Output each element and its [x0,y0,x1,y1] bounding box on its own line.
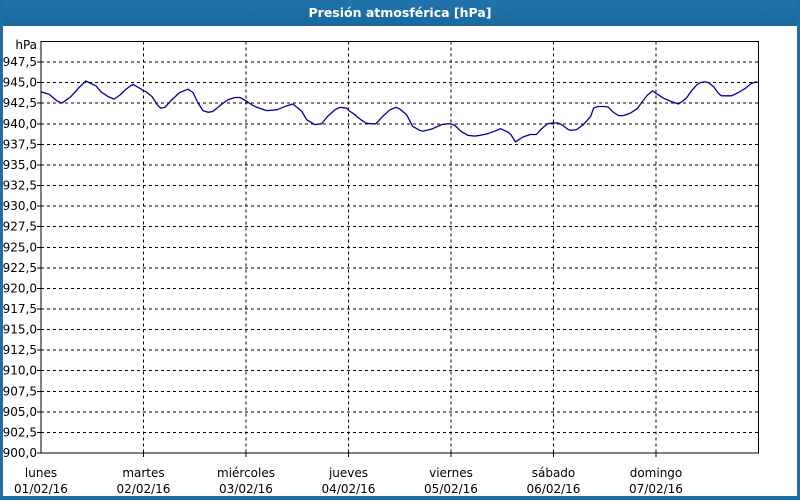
y-tick-label: 930,0 [3,199,37,213]
y-tick-label: 900,0 [3,446,37,460]
y-tick-label: 910,0 [3,364,37,378]
y-tick-label: 920,0 [3,281,37,295]
chart-title: Presión atmosférica [hPa] [308,5,492,20]
y-tick-label: 942,5 [3,96,37,110]
y-tick-label: 915,0 [3,323,37,337]
y-tick-label: 940,0 [3,117,37,131]
x-date-label: 05/02/16 [424,482,478,496]
y-tick-label: 912,5 [3,343,37,357]
x-date-label: 02/02/16 [117,482,171,496]
x-date-label: 04/02/16 [322,482,376,496]
x-day-label: viernes [429,466,473,480]
y-tick-label: 945,0 [3,76,37,90]
title-bar: Presión atmosférica [hPa] [3,0,797,26]
y-tick-label: 935,0 [3,158,37,172]
x-day-label: martes [122,466,164,480]
x-day-label: lunes [25,466,57,480]
y-tick-label: 905,0 [3,405,37,419]
x-date-label: 06/02/16 [527,482,581,496]
x-date-label: 03/02/16 [219,482,273,496]
y-tick-label: 932,5 [3,179,37,193]
y-tick-label: 917,5 [3,302,37,316]
x-date-label: 07/02/16 [629,482,683,496]
x-day-label: jueves [328,466,368,480]
y-tick-label: 902,5 [3,425,37,439]
plot-border [40,41,759,454]
y-tick-label: 925,0 [3,240,37,254]
y-tick-label: 907,5 [3,384,37,398]
x-date-label: 01/02/16 [14,482,68,496]
y-tick-label: 927,5 [3,220,37,234]
pressure-line [40,80,758,143]
y-tick-label: 922,5 [3,261,37,275]
x-day-label: sábado [532,466,576,480]
y-axis-unit-label: hPa [15,38,37,52]
y-tick-label: 937,5 [3,137,37,151]
y-tick-label: 947,5 [3,55,37,69]
x-day-label: domingo [630,466,683,480]
x-day-label: miércoles [217,466,275,480]
